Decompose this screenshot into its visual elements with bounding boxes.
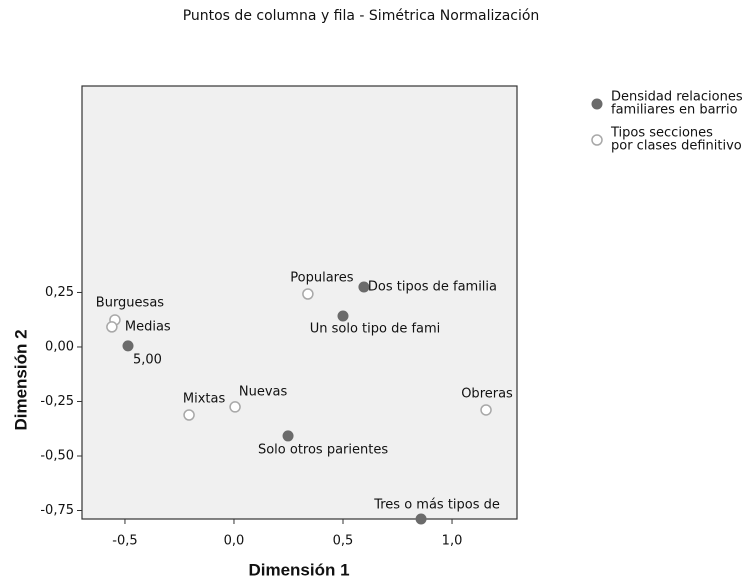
point-label: Solo otros parientes xyxy=(258,442,388,457)
y-tick-label: 0,25 xyxy=(45,285,74,300)
point-label: Un solo tipo de fami xyxy=(310,322,441,337)
legend-label: Densidad relaciones familiares en barrio xyxy=(611,89,743,117)
legend-marker xyxy=(591,134,603,146)
x-tick-label: -0,5 xyxy=(112,534,137,549)
point xyxy=(106,321,118,333)
point-label: Mixtas xyxy=(183,392,226,407)
point-label: Tres o más tipos de xyxy=(373,498,500,513)
point xyxy=(282,430,294,442)
y-tick-label: 0,00 xyxy=(45,339,74,354)
point-label: Medias xyxy=(125,319,171,334)
x-axis-label: Dimensión 1 xyxy=(248,560,349,579)
point-label: 5,00 xyxy=(133,352,162,367)
point-label: Nuevas xyxy=(239,384,288,399)
point-label: Obreras xyxy=(461,386,513,401)
point xyxy=(302,288,314,300)
point xyxy=(358,281,370,293)
point-label: Dos tipos de familia xyxy=(368,280,497,295)
legend-marker xyxy=(591,98,603,110)
point-label: Populares xyxy=(290,270,353,285)
y-tick-label: -0,25 xyxy=(40,394,74,409)
legend-label: Tipos secciones por clases definitivo xyxy=(610,125,742,153)
chart-title: Puntos de columna y fila - Simétrica Nor… xyxy=(183,8,540,24)
x-tick-label: 0,0 xyxy=(224,534,245,549)
point xyxy=(183,409,195,421)
x-tick-label: 0,5 xyxy=(333,534,354,549)
point xyxy=(480,404,492,416)
point xyxy=(229,401,241,413)
y-axis-label: Dimensión 2 xyxy=(11,329,30,430)
point xyxy=(415,513,427,525)
plot-area xyxy=(81,85,518,520)
y-tick-label: -0,50 xyxy=(40,448,74,463)
y-tick-label: -0,75 xyxy=(40,503,74,518)
point-label: Burguesas xyxy=(96,295,165,310)
point xyxy=(337,310,349,322)
point xyxy=(122,340,134,352)
x-tick-label: 1,0 xyxy=(442,534,463,549)
